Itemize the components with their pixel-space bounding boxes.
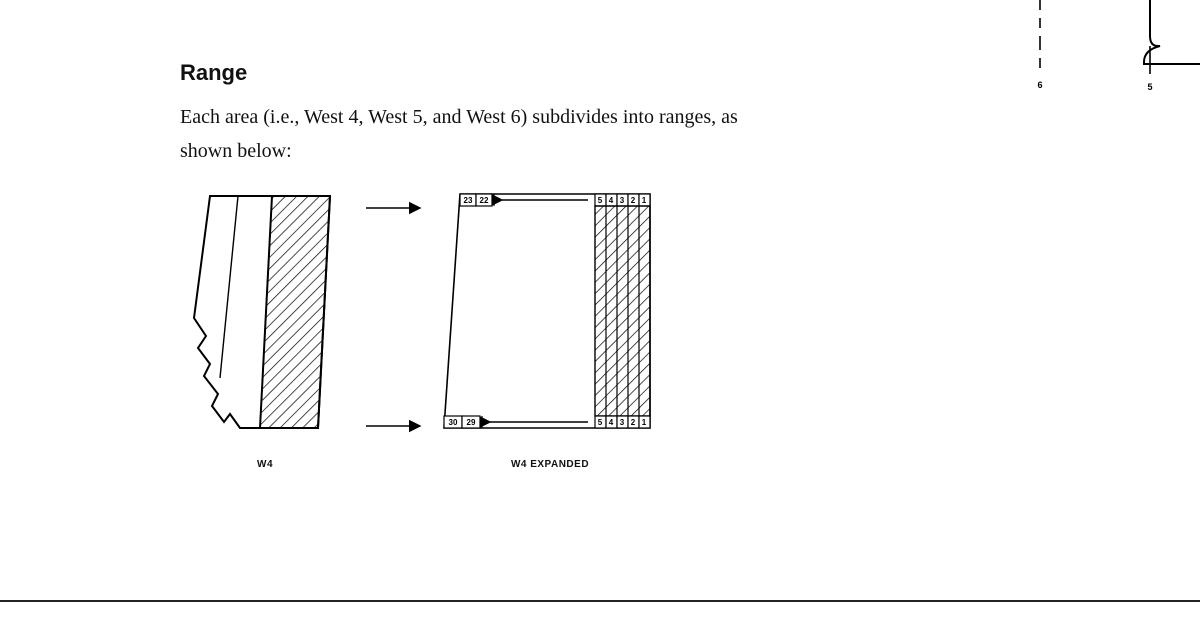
body-text: Each area (i.e., West 4, West 5, and Wes… xyxy=(180,100,880,168)
bottom-right-nums: 5 4 3 2 1 xyxy=(595,416,650,428)
bot-num-30: 30 xyxy=(449,418,458,427)
top-right-nums: 5 4 3 2 1 xyxy=(595,194,650,206)
svg-text:1: 1 xyxy=(642,196,647,205)
svg-text:4: 4 xyxy=(609,418,614,427)
svg-text:3: 3 xyxy=(620,196,625,205)
svg-text:1: 1 xyxy=(642,418,647,427)
figure-left: W4 xyxy=(180,188,350,470)
w4-expanded-svg: 23 22 5 4 3 2 1 xyxy=(440,188,660,448)
expand-arrows xyxy=(360,188,430,453)
body-line-2: shown below: xyxy=(180,140,292,162)
figure-right-label: W4 EXPANDED xyxy=(440,459,660,470)
svg-text:2: 2 xyxy=(631,196,636,205)
bot-num-29: 29 xyxy=(467,418,476,427)
top-num-23: 23 xyxy=(464,196,473,205)
body-line-1: Each area (i.e., West 4, West 5, and Wes… xyxy=(180,106,738,128)
corner-num-5: 5 xyxy=(1147,82,1152,92)
figure-right: 23 22 5 4 3 2 1 xyxy=(440,188,660,470)
svg-text:2: 2 xyxy=(631,418,636,427)
figure-row: W4 xyxy=(180,188,880,470)
figure-left-label: W4 xyxy=(180,459,350,470)
section-heading: Range xyxy=(180,60,880,86)
corner-num-6: 6 xyxy=(1037,80,1042,90)
top-num-22: 22 xyxy=(480,196,489,205)
page-rule xyxy=(0,600,1200,602)
svg-text:3: 3 xyxy=(620,418,625,427)
svg-text:5: 5 xyxy=(598,418,603,427)
content-block: Range Each area (i.e., West 4, West 5, a… xyxy=(180,60,880,470)
corner-fragment: 6 5 xyxy=(1000,0,1200,100)
alberta-outline-svg xyxy=(180,188,350,448)
svg-text:4: 4 xyxy=(609,196,614,205)
svg-text:5: 5 xyxy=(598,196,603,205)
